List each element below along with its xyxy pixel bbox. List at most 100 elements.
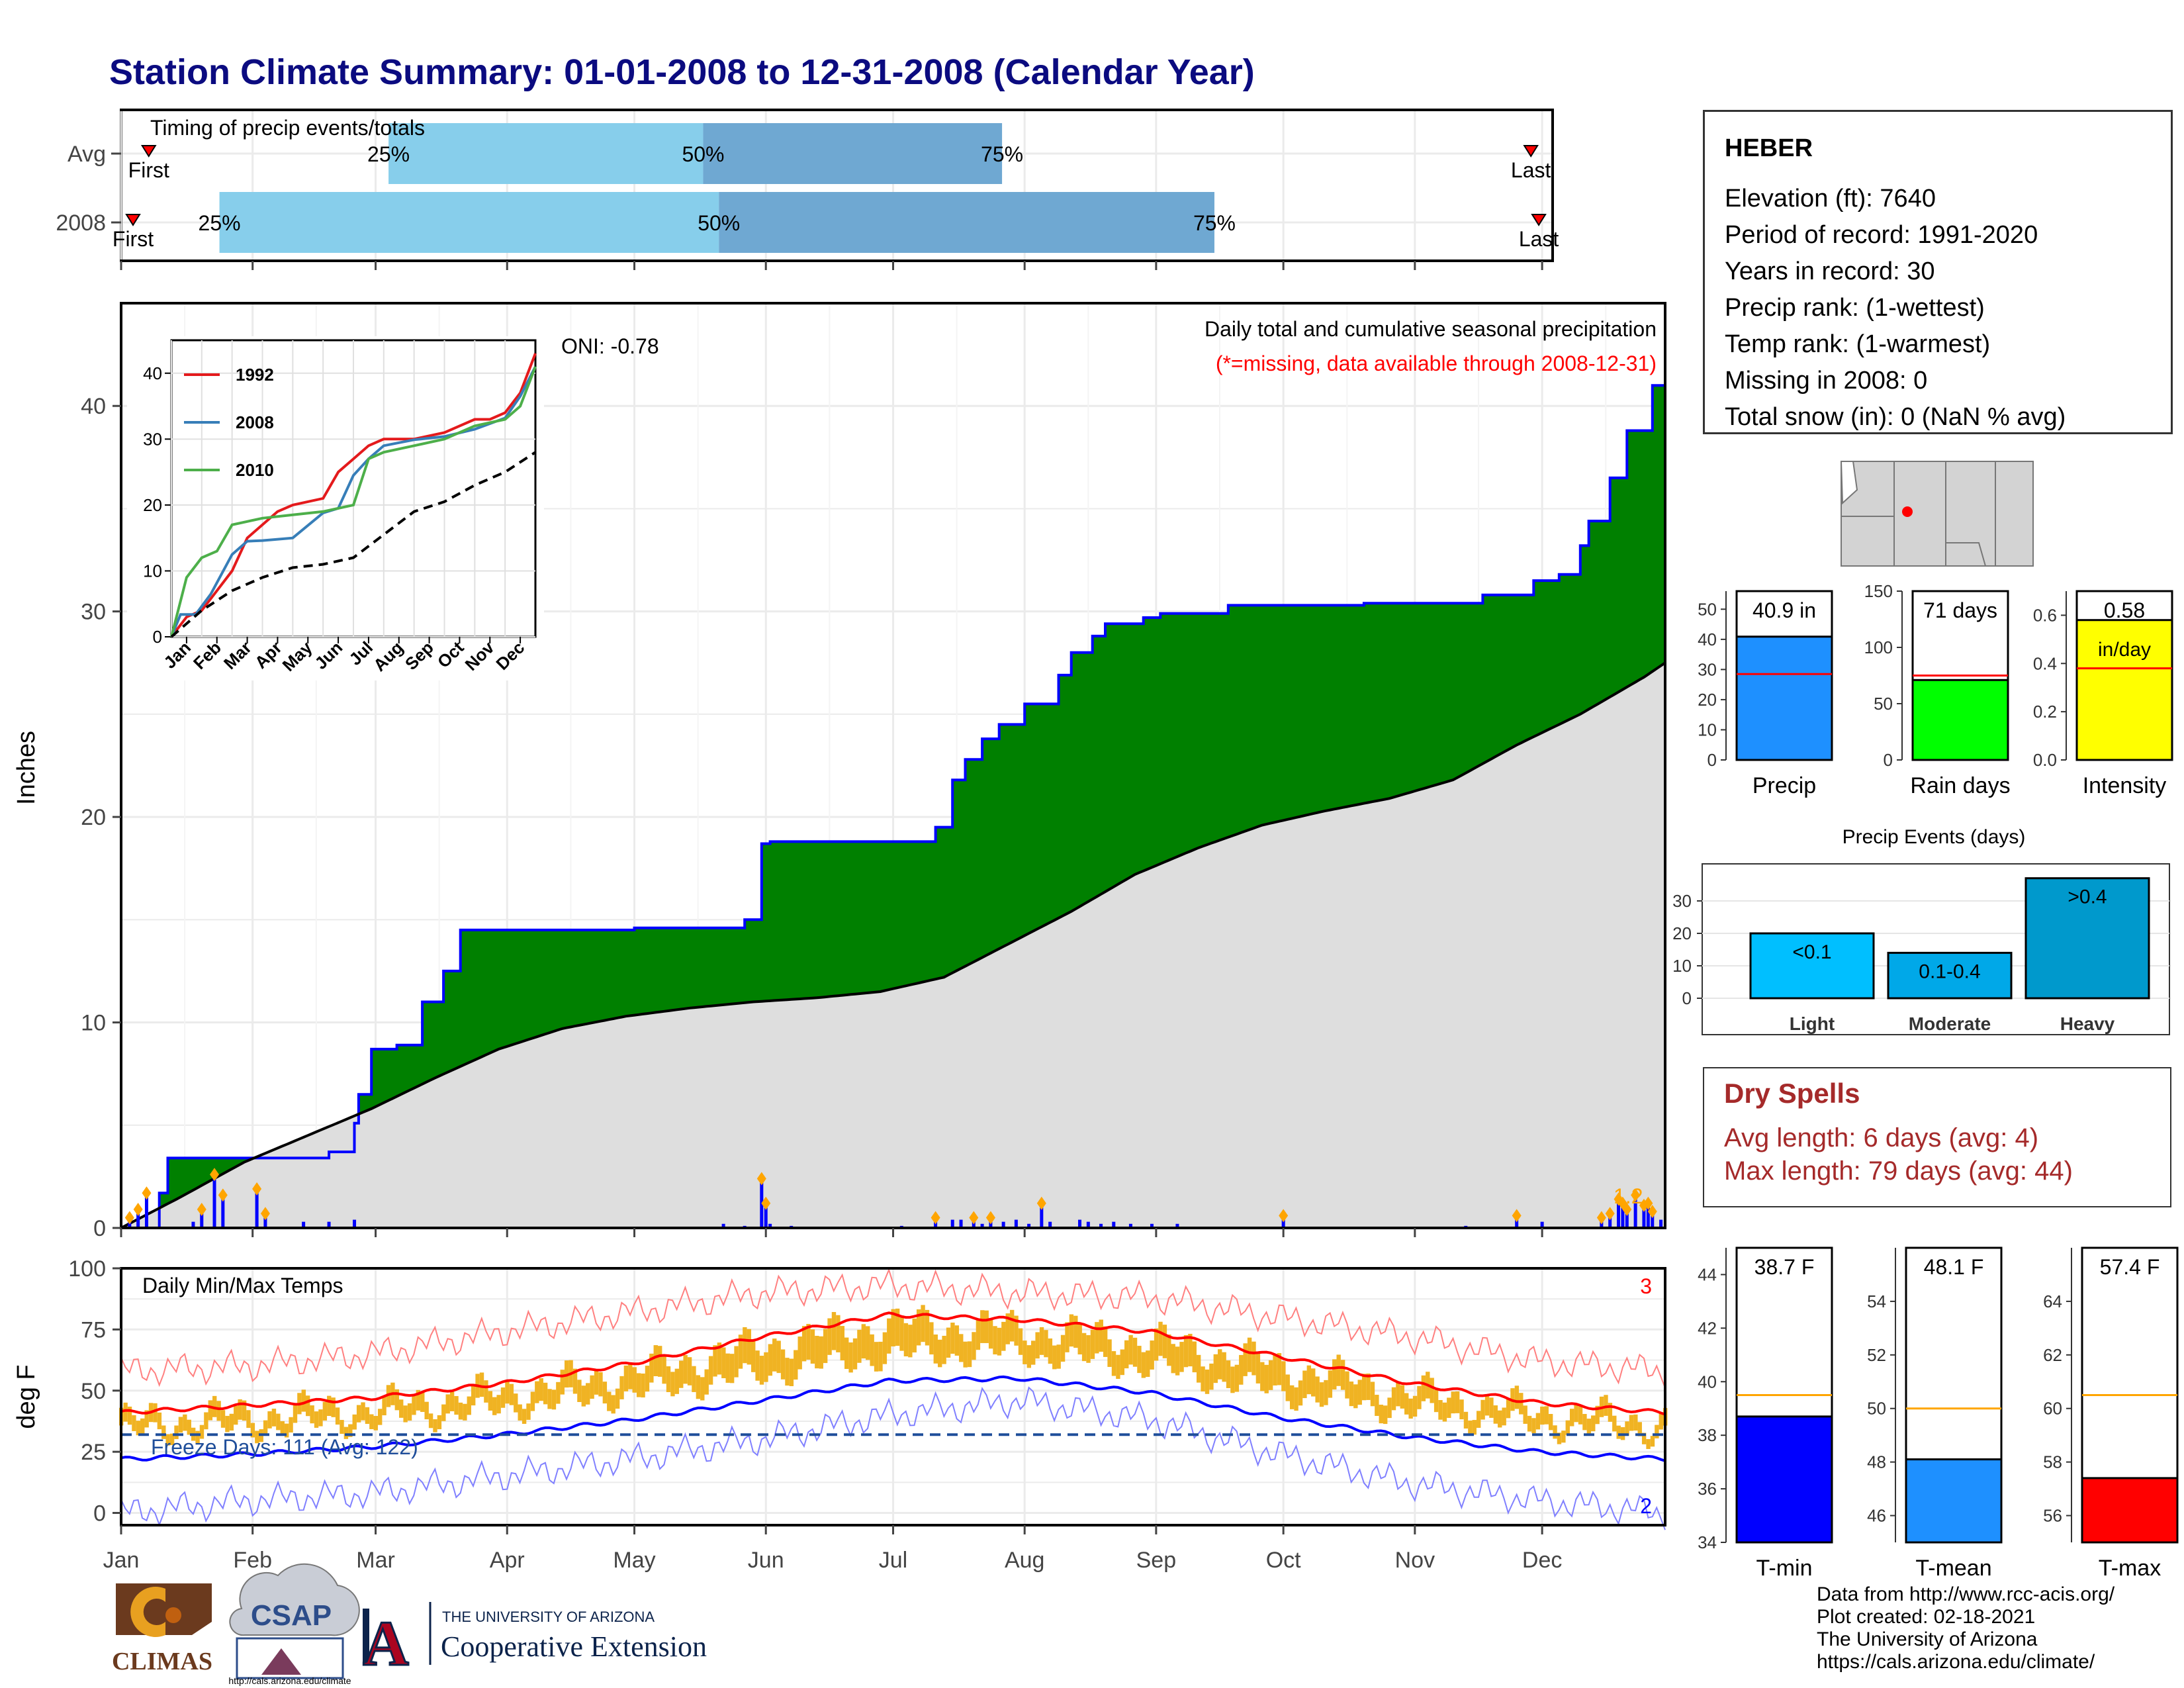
precip-y-tick-label: 10 xyxy=(81,1011,106,1036)
daily-temp-bar xyxy=(1608,1403,1613,1422)
daily-temp-bar xyxy=(1222,1352,1226,1382)
dry-spells-avg: Avg length: 6 days (avg: 4) xyxy=(1724,1123,2039,1152)
daily-temp-bar xyxy=(327,1395,332,1417)
month-label: Jul xyxy=(879,1548,907,1573)
daily-temp-bar xyxy=(1430,1378,1434,1403)
daily-temp-bar xyxy=(1086,1335,1091,1363)
daily-precip-bar xyxy=(1040,1203,1044,1228)
daily-temp-bar xyxy=(1442,1402,1447,1422)
daily-precip-bar xyxy=(144,1193,148,1228)
temp-summary-t-mean-y-tick-label: 52 xyxy=(1867,1345,1886,1365)
cumulative-precip-line xyxy=(121,384,1665,1229)
daily-temp-bar xyxy=(1039,1327,1044,1355)
temp-summary-t-min-bar xyxy=(1735,1415,1833,1544)
daily-temp-bar xyxy=(1463,1411,1469,1429)
normal-high-line xyxy=(120,1311,1666,1416)
temp-summary-t-max-value-label: 57.4 F xyxy=(2100,1255,2160,1279)
daily-temp-bar xyxy=(848,1342,853,1373)
daily-precip-bar xyxy=(1608,1213,1612,1228)
daily-temp-bar xyxy=(708,1356,713,1385)
daily-temp-bar xyxy=(1357,1380,1362,1405)
daily-temp-bar xyxy=(386,1385,391,1407)
daily-temp-bar xyxy=(950,1322,955,1354)
daily-temp-bar xyxy=(1417,1385,1422,1409)
timing-title: Timing of precip events/totals xyxy=(150,116,425,140)
daily-temp-bar xyxy=(356,1405,361,1423)
precip-subtitle: Daily total and cumulative seasonal prec… xyxy=(1205,317,1657,341)
daily-temp-bar xyxy=(797,1336,802,1370)
daily-precip-marker xyxy=(133,1203,143,1217)
daily-precip-bar xyxy=(959,1219,963,1228)
daily-temp-bar xyxy=(866,1326,870,1360)
timing-row-label-avg: Avg xyxy=(68,142,106,167)
daily-temp-bar xyxy=(1069,1314,1074,1347)
timing-bar-q2 xyxy=(219,192,719,253)
daily-temp-bar xyxy=(335,1407,340,1425)
daily-temp-bar xyxy=(632,1367,637,1393)
daily-precip-marker xyxy=(142,1186,152,1200)
events-y-tick-label: 20 xyxy=(1672,923,1692,943)
daily-temp-bar xyxy=(827,1318,832,1355)
temp-title: Daily Min/Max Temps xyxy=(142,1274,343,1297)
daily-temp-bar xyxy=(412,1395,416,1415)
precip-y-tick-label: 20 xyxy=(81,805,106,830)
ua-large-text: Cooperative Extension xyxy=(441,1630,707,1663)
daily-temp-bar xyxy=(908,1325,913,1358)
inset-y-tick-label: 10 xyxy=(143,561,162,581)
daily-precip-marker xyxy=(124,1211,134,1225)
daily-temp-bar xyxy=(1476,1411,1481,1428)
dry-spells-title: Dry Spells xyxy=(1724,1078,1860,1109)
daily-temp-bar xyxy=(679,1360,684,1388)
daily-temp-bar xyxy=(997,1327,1002,1356)
inset-series-lines xyxy=(170,353,537,638)
footer-url: https://cals.arizona.edu/climate/ xyxy=(1817,1651,2095,1673)
daily-temp-bar xyxy=(1637,1422,1642,1436)
daily-temp-bar xyxy=(623,1365,629,1391)
daily-temp-bar xyxy=(331,1397,336,1417)
daily-temp-bar xyxy=(607,1391,612,1411)
inset-y-tick-label: 40 xyxy=(143,363,162,383)
summary-precip-bar xyxy=(1735,635,1833,761)
daily-temp-bar xyxy=(1209,1363,1214,1390)
temp-summary-t-max-bar xyxy=(2081,1477,2179,1544)
daily-temp-bar xyxy=(1167,1334,1171,1366)
timing-label-50: 50% xyxy=(682,142,724,166)
station-details: Elevation (ft): 7640 Period of record: 1… xyxy=(1725,181,2066,436)
ua-letter: A xyxy=(363,1608,408,1679)
daily-temp-bar xyxy=(1527,1415,1532,1432)
temp-summary-t-mean-value-label: 48.1 F xyxy=(1924,1255,1984,1279)
daily-precip-bar xyxy=(1086,1221,1090,1228)
daily-temp-bar xyxy=(801,1326,807,1362)
summary-intensity-value-label: 0.58 xyxy=(2104,598,2145,622)
daily-temp-bar xyxy=(1459,1399,1464,1420)
daily-temp-bar xyxy=(1141,1352,1146,1378)
daily-temp-bar xyxy=(454,1395,459,1415)
daily-temp-bar xyxy=(1260,1362,1265,1391)
daily-temp-bar xyxy=(1349,1382,1354,1407)
temp-y-tick-label: 50 xyxy=(81,1379,106,1404)
daily-temp-bar xyxy=(653,1345,658,1376)
daily-temp-bar xyxy=(1332,1359,1337,1390)
inset-normal-line xyxy=(170,451,537,638)
daily-temp-bar xyxy=(1447,1397,1451,1419)
daily-temp-bar xyxy=(1540,1406,1545,1425)
events-category-label: Heavy xyxy=(2060,1013,2115,1034)
record-high-count: 3 xyxy=(1640,1274,1652,1298)
daily-temp-bar xyxy=(1548,1413,1553,1430)
oni-value: ONI: -0.78 xyxy=(561,334,659,358)
daily-temp-bar xyxy=(581,1385,586,1407)
daily-temp-bar xyxy=(1302,1370,1307,1399)
daily-temp-bar xyxy=(1188,1333,1193,1367)
footer-plot-created: Plot created: 02-18-2021 xyxy=(1817,1606,2036,1628)
daily-precip-bar xyxy=(764,1203,768,1228)
daily-temp-bar xyxy=(1124,1340,1129,1369)
daily-temp-bar xyxy=(1353,1384,1358,1409)
daily-temp-bar xyxy=(1183,1335,1189,1368)
daily-precip-bars xyxy=(124,1168,1663,1228)
station-years: Years in record: 30 xyxy=(1725,258,1935,285)
daily-temp-bar xyxy=(445,1394,450,1414)
daily-temp-bar xyxy=(980,1310,985,1343)
daily-temp-bar xyxy=(1493,1405,1498,1424)
daily-temp-bar xyxy=(1604,1395,1608,1416)
daily-temp-bar xyxy=(246,1410,251,1429)
